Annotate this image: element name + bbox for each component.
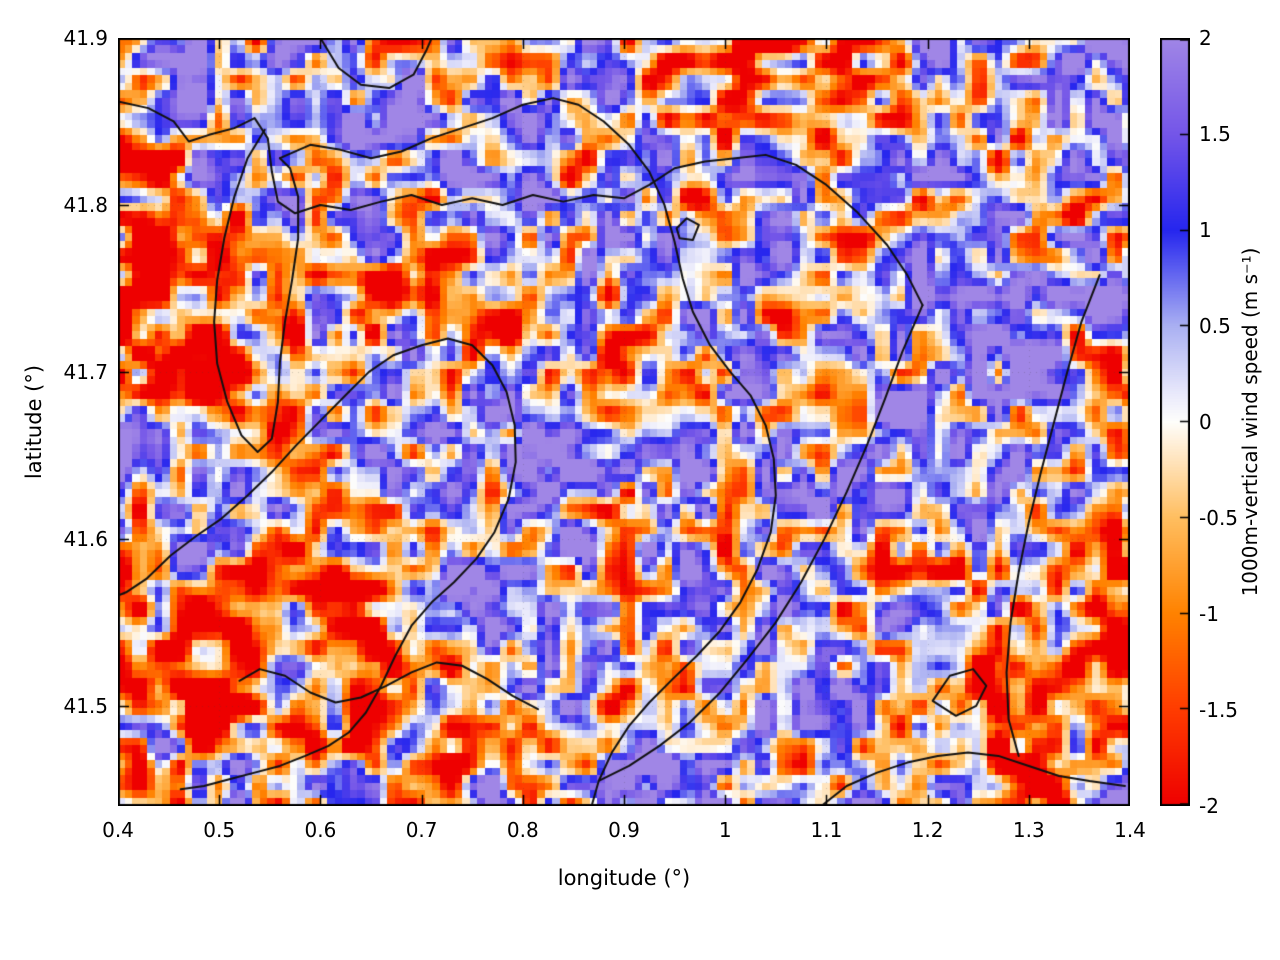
x-tick-label: 0.5 — [203, 818, 236, 842]
y-tick-label: 41.9 — [63, 26, 108, 50]
x-tick-label: 1 — [718, 818, 732, 842]
cb-tick-label: 0.5 — [1199, 314, 1231, 338]
cb-tick-label: 1.5 — [1199, 122, 1231, 146]
x-axis-label: longitude (°) — [557, 866, 691, 890]
cb-tick-label: -1.5 — [1199, 698, 1239, 722]
heatmap-canvas — [118, 38, 1130, 806]
y-tick-label: 41.6 — [63, 526, 108, 551]
y-axis-label: latitude (°) — [22, 364, 46, 480]
x-tick-label: 1.4 — [1114, 818, 1146, 842]
colorbar-label: 1000m-vertical wind speed (m s⁻¹) — [1238, 247, 1262, 597]
y-tick-label: 41.8 — [63, 192, 108, 217]
x-tick-label: 1.1 — [810, 818, 843, 842]
cb-tick-label: -1 — [1199, 602, 1219, 626]
cb-tick-label: -2 — [1199, 794, 1219, 818]
x-tick-label: 0.9 — [608, 818, 640, 842]
x-tick-label: 0.4 — [102, 818, 134, 842]
y-tick-label: 41.5 — [63, 693, 108, 718]
cb-tick-label: 0 — [1199, 410, 1212, 434]
x-tick-label: 0.7 — [405, 818, 438, 842]
x-tick-label: 0.8 — [506, 818, 539, 842]
cb-tick-label: 1 — [1199, 218, 1212, 242]
x-tick-label: 1.2 — [911, 818, 944, 842]
colorbar — [1160, 38, 1190, 806]
x-tick-label: 1.3 — [1012, 818, 1045, 842]
x-tick-label: 0.6 — [304, 818, 337, 842]
y-tick-label: 41.7 — [63, 359, 108, 384]
cb-tick-label: -0.5 — [1199, 506, 1239, 530]
cb-tick-label: 2 — [1199, 26, 1212, 50]
